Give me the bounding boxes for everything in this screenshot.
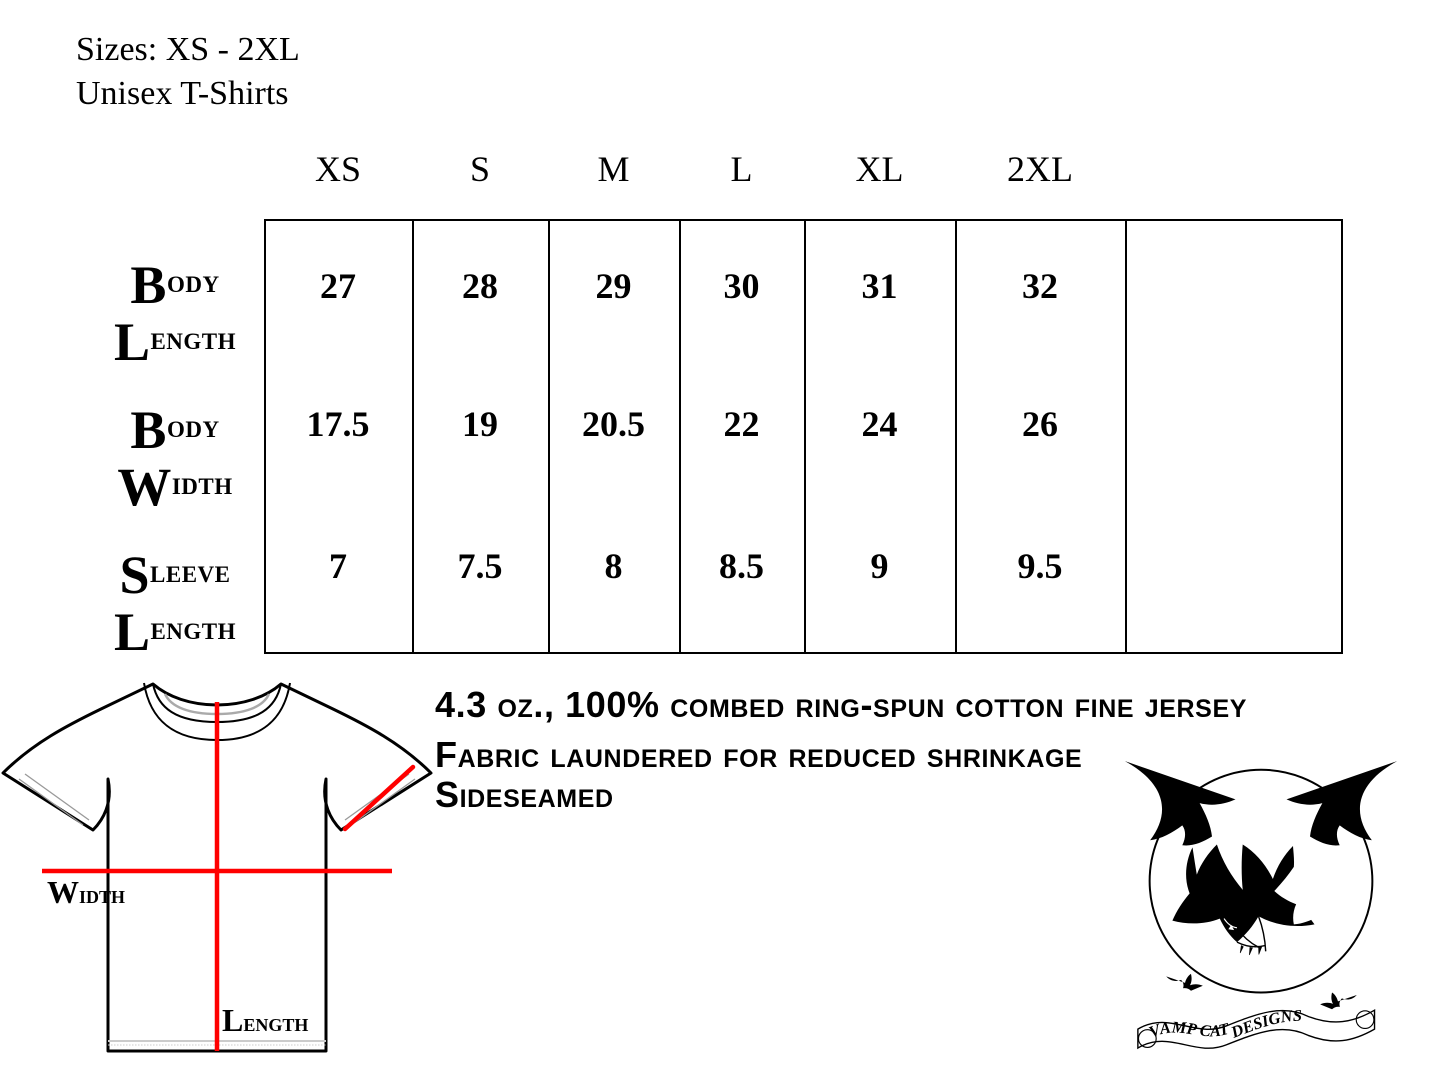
svg-text:DESIGNS: DESIGNS	[1227, 1006, 1302, 1042]
